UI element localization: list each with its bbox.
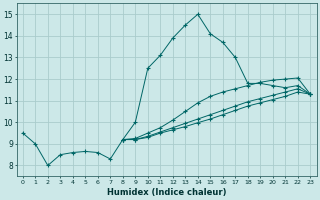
X-axis label: Humidex (Indice chaleur): Humidex (Indice chaleur) <box>107 188 226 197</box>
